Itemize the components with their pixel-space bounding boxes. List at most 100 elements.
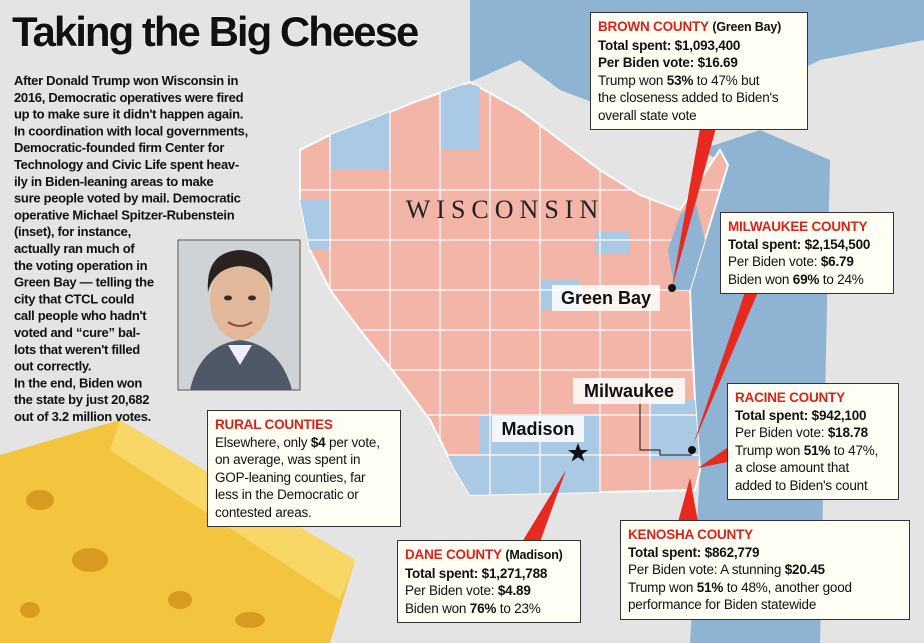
callout-text: Total spent: $1,271,788 bbox=[405, 565, 548, 581]
intro-line: actually ran much of bbox=[14, 241, 135, 256]
callout-heading: RURAL COUNTIES bbox=[215, 416, 393, 434]
callout-text: $6.79 bbox=[820, 254, 854, 269]
callout-line: Biden won 76% to 23% bbox=[405, 600, 573, 618]
callout-heading: DANE COUNTY (Madison) bbox=[405, 546, 573, 565]
callout-line: Total spent: $2,154,500 bbox=[728, 236, 886, 254]
city-label: Green Bay bbox=[561, 288, 651, 308]
intro-line: out of 3.2 million votes. bbox=[14, 409, 151, 424]
callout-text: to 24% bbox=[819, 271, 864, 287]
intro-line: ily in Biden-leaning areas to make bbox=[14, 174, 213, 189]
city-label: Madison bbox=[501, 419, 574, 439]
city-label-bg bbox=[573, 378, 685, 404]
pointer bbox=[693, 292, 758, 445]
callout-line: Elsewhere, only $4 per vote, bbox=[215, 434, 393, 452]
intro-line: sure people voted by mail. Democratic bbox=[14, 191, 241, 206]
callout-text: to 47% but bbox=[693, 72, 760, 88]
blue-county bbox=[595, 232, 630, 254]
callout-text: Per Biden vote: bbox=[735, 425, 828, 440]
callout-line: Per Biden vote: $4.89 bbox=[405, 582, 573, 600]
callout-line: overall state vote bbox=[598, 107, 800, 125]
callout-text: Total spent: $942,100 bbox=[735, 407, 867, 423]
callout-line: Total spent: $942,100 bbox=[735, 407, 891, 425]
callout-title: BROWN COUNTY bbox=[598, 19, 709, 34]
callout-line: less in the Democratic or bbox=[215, 486, 393, 504]
photo-hair bbox=[207, 250, 273, 292]
callout-text: contested areas. bbox=[215, 504, 312, 520]
callout-text: to 23% bbox=[496, 600, 541, 616]
callout-title: KENOSHA COUNTY bbox=[628, 527, 753, 542]
intro-line: up to make sure it didn't happen again. bbox=[14, 107, 243, 122]
callout-line: GOP-leaning counties, far bbox=[215, 469, 393, 487]
callout-text: the closeness added to Biden's bbox=[598, 90, 779, 105]
callout-text: Total spent: $862,779 bbox=[628, 544, 760, 560]
photo-eye bbox=[248, 295, 256, 301]
callout-line: a close amount that bbox=[735, 459, 891, 477]
photo-eye bbox=[224, 295, 232, 301]
callout-text: Per Biden vote: $16.69 bbox=[598, 55, 738, 70]
callout-text: Total spent: $2,154,500 bbox=[728, 236, 871, 252]
intro-line: Democratic-founded firm Center for bbox=[14, 140, 224, 155]
capital-star bbox=[568, 443, 588, 462]
callout-text: Elsewhere, only bbox=[215, 434, 311, 450]
blue-county bbox=[440, 85, 480, 150]
callout-line: Total spent: $1,093,400 bbox=[598, 37, 800, 55]
callout-text: Per Biden vote: bbox=[728, 254, 821, 269]
pointer bbox=[698, 448, 727, 468]
callout-text: per vote, bbox=[325, 434, 380, 450]
callout-text: Per Biden vote: bbox=[405, 583, 498, 598]
callout-line: Total spent: $1,271,788 bbox=[405, 565, 573, 583]
cheese-hole bbox=[235, 612, 265, 628]
intro-line: lots that weren't filled bbox=[14, 342, 140, 357]
intro-line: out correctly. bbox=[14, 359, 91, 374]
callout-line: Per Biden vote: $16.69 bbox=[598, 54, 800, 72]
city-label: Milwaukee bbox=[584, 381, 674, 401]
city-dot bbox=[668, 284, 676, 292]
callout-subtitle: (Madison) bbox=[505, 548, 563, 562]
callout-text: Trump won bbox=[598, 72, 667, 88]
cheese-hole bbox=[168, 591, 192, 609]
callout-text: Trump won bbox=[628, 579, 697, 595]
city-label-bg bbox=[492, 416, 584, 442]
callout-text: 51% bbox=[696, 579, 724, 595]
callout-text: Per Biden vote: A stunning bbox=[628, 562, 785, 577]
callout-line: Per Biden vote: A stunning $20.45 bbox=[628, 561, 902, 579]
intro-line: In coordination with local governments, bbox=[14, 123, 248, 138]
callout-text: $4 bbox=[310, 434, 326, 450]
callout-text: less in the Democratic or bbox=[215, 487, 359, 502]
cheese-hole bbox=[26, 490, 54, 510]
callout-line: Per Biden vote: $6.79 bbox=[728, 253, 886, 271]
photo-shoulders bbox=[190, 340, 292, 390]
callout-line: performance for Biden statewide bbox=[628, 596, 902, 614]
callout-line: contested areas. bbox=[215, 504, 393, 522]
title: Taking the Big Cheese bbox=[12, 8, 418, 55]
intro-line: After Donald Trump won Wisconsin in bbox=[14, 73, 238, 88]
photo-mouth bbox=[227, 321, 253, 327]
leader-line bbox=[639, 395, 692, 456]
intro-line: voted and “cure” bal- bbox=[14, 325, 140, 340]
callout-title: RACINE COUNTY bbox=[735, 390, 845, 405]
photo-face bbox=[210, 260, 270, 340]
intro-line: the voting operation in bbox=[14, 258, 148, 273]
callout-heading: RACINE COUNTY bbox=[735, 389, 891, 407]
intro-line: In the end, Biden won bbox=[14, 375, 142, 390]
callout-text: performance for Biden statewide bbox=[628, 597, 817, 612]
pointer bbox=[672, 128, 716, 288]
callout: DANE COUNTY (Madison) Total spent: $1,271… bbox=[397, 540, 581, 623]
callout-text: Biden won bbox=[728, 271, 793, 287]
city-label-bg bbox=[552, 285, 660, 311]
callout-text: 69% bbox=[792, 271, 820, 287]
photo-collar bbox=[228, 345, 252, 365]
intro-line: call people who hadn't bbox=[14, 308, 147, 323]
callout-line: added to Biden's count bbox=[735, 477, 891, 495]
callout-text: $4.89 bbox=[497, 583, 531, 598]
callout: KENOSHA COUNTY Total spent: $862,779 Per B… bbox=[620, 520, 910, 620]
callout-text: on average, was spent in bbox=[215, 452, 361, 467]
intro-line: 2016, Democratic operatives were fired bbox=[14, 90, 244, 105]
city-dot bbox=[688, 446, 696, 454]
callout-text: Trump won bbox=[735, 442, 804, 458]
callout-text: overall state vote bbox=[598, 107, 697, 123]
callout-line: Trump won 51% to 48%, another good bbox=[628, 579, 902, 597]
callout: RURAL COUNTIES Elsewhere, only $4 per vot… bbox=[207, 410, 401, 527]
intro-line: (inset), for instance, bbox=[14, 224, 131, 239]
callout-heading: BROWN COUNTY (Green Bay) bbox=[598, 18, 800, 37]
